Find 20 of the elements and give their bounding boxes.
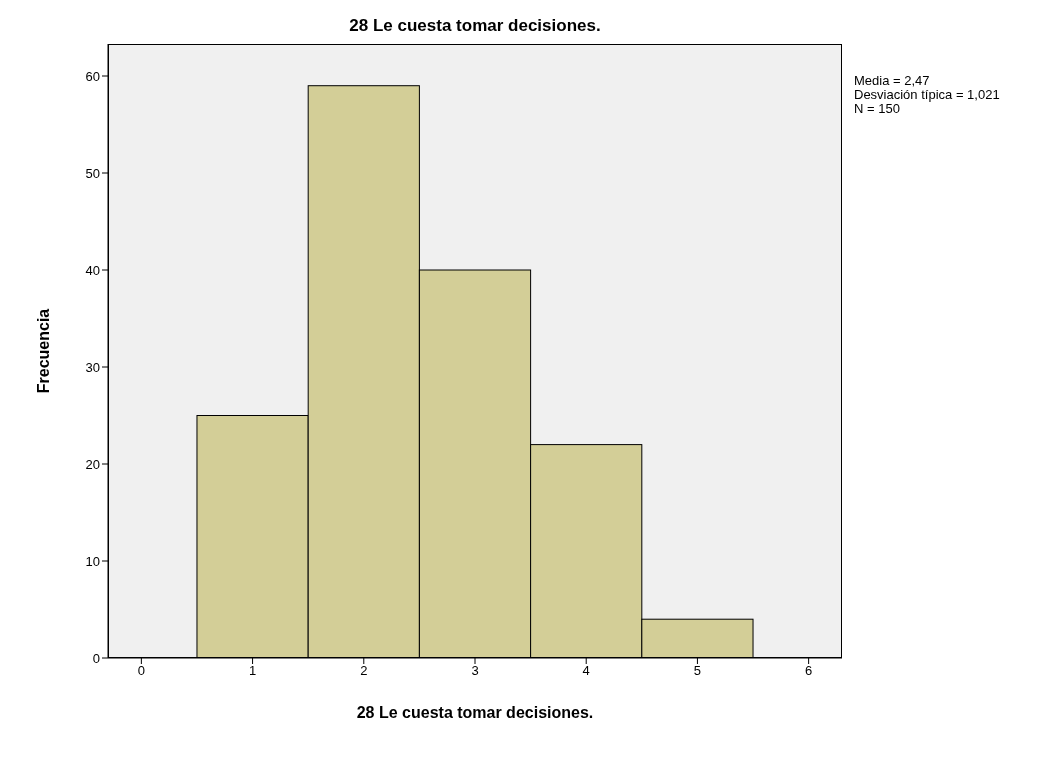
x-tick-label: 3 (471, 663, 479, 679)
text: Desviación típica = 1,021 (854, 87, 1000, 102)
y-tick-label: 60 (85, 68, 100, 84)
x-axis-title: 28 Le cuesta tomar decisiones. (356, 704, 594, 721)
y-tick-label: 10 (85, 553, 100, 569)
chart-title: 28 Le cuesta tomar decisiones. (348, 16, 602, 36)
text: Media = 2,47 (854, 73, 931, 88)
x-tick-label: 6 (805, 663, 813, 679)
y-tick-label: 20 (85, 456, 100, 472)
y-tick-label: 50 (85, 165, 100, 181)
y-tick-label: 0 (92, 650, 100, 666)
text: N = 150 (854, 101, 901, 116)
y-axis-title: Frecuencia (34, 308, 52, 394)
y-tick-label: 40 (85, 262, 100, 278)
x-tick-label: 0 (137, 663, 145, 679)
y-tick-label: 30 (85, 359, 100, 375)
x-tick-label: 2 (360, 663, 368, 679)
x-tick-label: 4 (582, 663, 590, 679)
x-tick-label: 5 (693, 663, 702, 679)
x-tick-label: 1 (248, 663, 257, 679)
